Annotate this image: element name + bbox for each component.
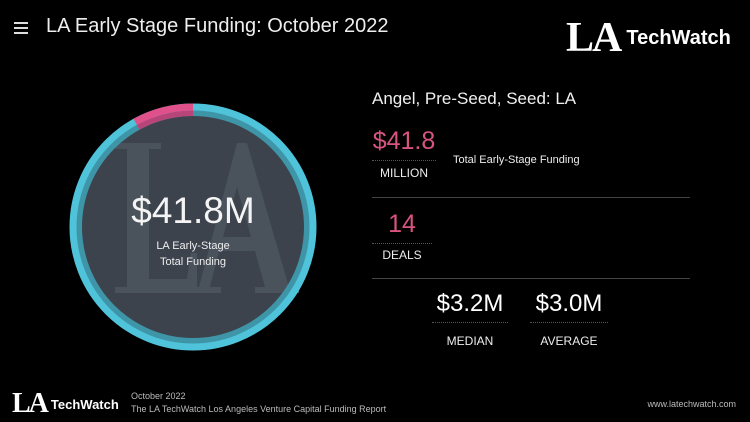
footer-report-title: The LA TechWatch Los Angeles Venture Cap… bbox=[131, 404, 387, 414]
funding-unit: MILLION bbox=[379, 166, 428, 180]
divider bbox=[372, 278, 690, 279]
funding-value: $41.8 bbox=[372, 127, 436, 161]
hamburger-menu-icon[interactable] bbox=[14, 22, 28, 34]
page-title: LA Early Stage Funding: October 2022 bbox=[46, 15, 389, 37]
average-label: AVERAGE bbox=[540, 334, 598, 348]
ring-label: LA Early-Stage Total Funding bbox=[69, 238, 317, 270]
deals-label: DEALS bbox=[382, 248, 422, 262]
footer-logo: LA TechWatch bbox=[12, 388, 119, 420]
footer-url[interactable]: www.latechwatch.com bbox=[647, 399, 736, 409]
footer-logo-techwatch: TechWatch bbox=[50, 396, 119, 412]
footer-date: October 2022 bbox=[131, 391, 186, 401]
deals-value: 14 bbox=[372, 210, 432, 244]
median-label: MEDIAN bbox=[446, 334, 494, 348]
ring-total-value: $41.8M bbox=[131, 190, 255, 231]
logo-techwatch: TechWatch bbox=[626, 26, 731, 49]
average-value: $3.0M bbox=[530, 290, 608, 323]
latechwatch-logo: LA TechWatch bbox=[566, 14, 731, 62]
ring-label-line2: Total Funding bbox=[159, 256, 227, 268]
divider bbox=[372, 197, 690, 198]
median-value: $3.2M bbox=[432, 290, 508, 323]
ring-highlight-segment bbox=[69, 103, 317, 351]
logo-la: LA bbox=[566, 15, 622, 61]
panel-heading: Angel, Pre-Seed, Seed: LA bbox=[372, 89, 577, 108]
footer-logo-la: LA bbox=[12, 388, 49, 419]
la-watermark-shape bbox=[115, 143, 299, 293]
funding-ring-chart bbox=[69, 103, 317, 351]
ring-label-line1: LA Early-Stage bbox=[156, 240, 230, 252]
funding-description: Total Early-Stage Funding bbox=[453, 154, 580, 166]
